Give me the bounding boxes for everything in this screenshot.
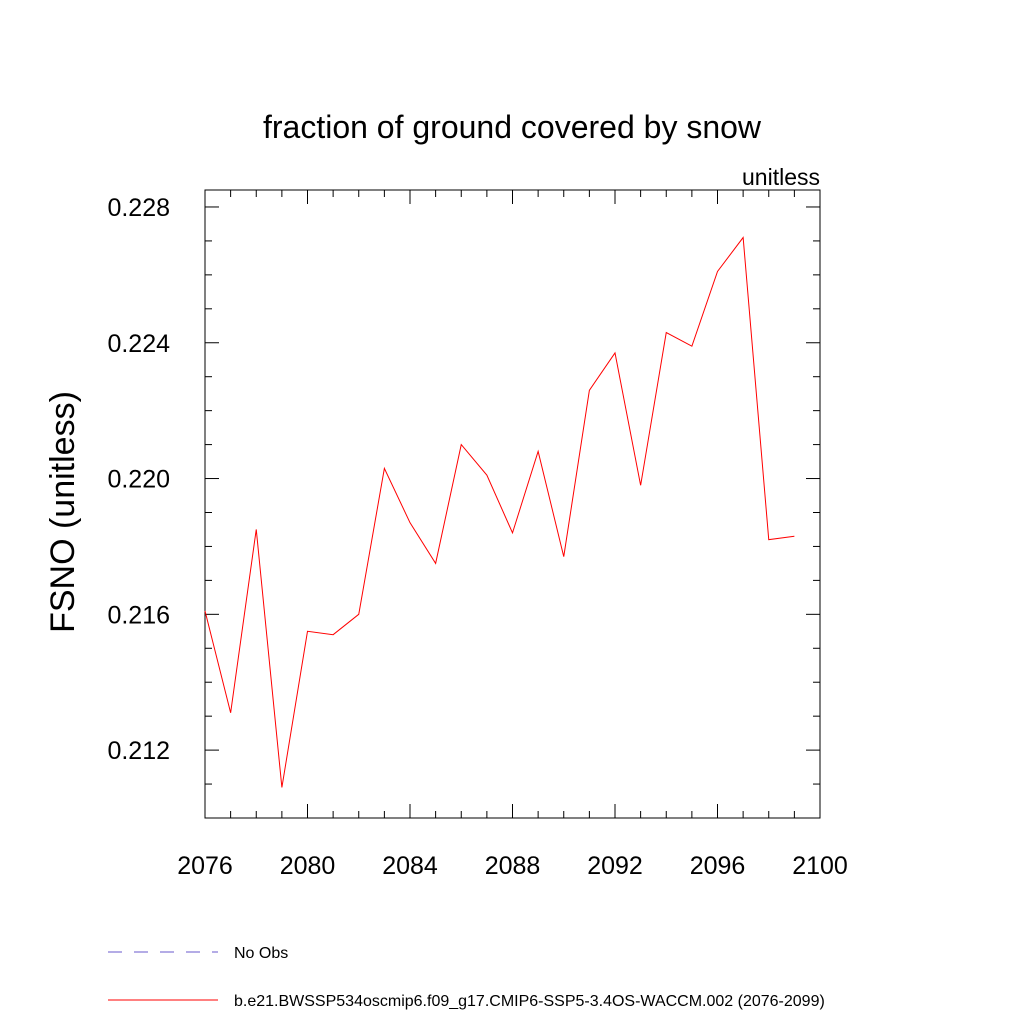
x-tick-label: 2096 bbox=[690, 852, 746, 880]
series-line bbox=[204, 236, 795, 788]
legend: No Obs b.e21.BWSSP534oscmip6.f09_g17.CMIP… bbox=[108, 945, 825, 1010]
plot-border bbox=[204, 189, 821, 819]
x-tick-label: 2084 bbox=[382, 852, 438, 880]
x-tick-label: 2080 bbox=[280, 852, 336, 880]
x-tick-label: 2092 bbox=[587, 852, 643, 880]
y-axis-ticks: 0.212 0.216 0.220 0.224 0.228 bbox=[107, 194, 820, 819]
legend-label: b.e21.BWSSP534oscmip6.f09_g17.CMIP6-SSP5… bbox=[234, 993, 825, 1010]
x-axis-ticks: 2076 2080 2084 2088 2092 2096 2100 bbox=[177, 190, 848, 880]
y-axis-label: FSNO (unitless) bbox=[44, 391, 82, 633]
y-tick-label: 0.220 bbox=[107, 466, 170, 494]
series-lines bbox=[204, 236, 795, 788]
x-tick-label: 2100 bbox=[792, 852, 848, 880]
y-tick-label: 0.224 bbox=[107, 330, 170, 358]
x-tick-label: 2088 bbox=[485, 852, 541, 880]
x-tick-label: 2076 bbox=[177, 852, 233, 880]
plot-frame bbox=[204, 189, 821, 819]
units-label: unitless bbox=[742, 164, 820, 190]
legend-label: No Obs bbox=[234, 945, 288, 962]
y-tick-label: 0.228 bbox=[107, 194, 170, 222]
y-tick-label: 0.212 bbox=[107, 737, 170, 765]
y-tick-label: 0.216 bbox=[107, 601, 170, 629]
chart-title: fraction of ground covered by snow bbox=[263, 109, 762, 145]
